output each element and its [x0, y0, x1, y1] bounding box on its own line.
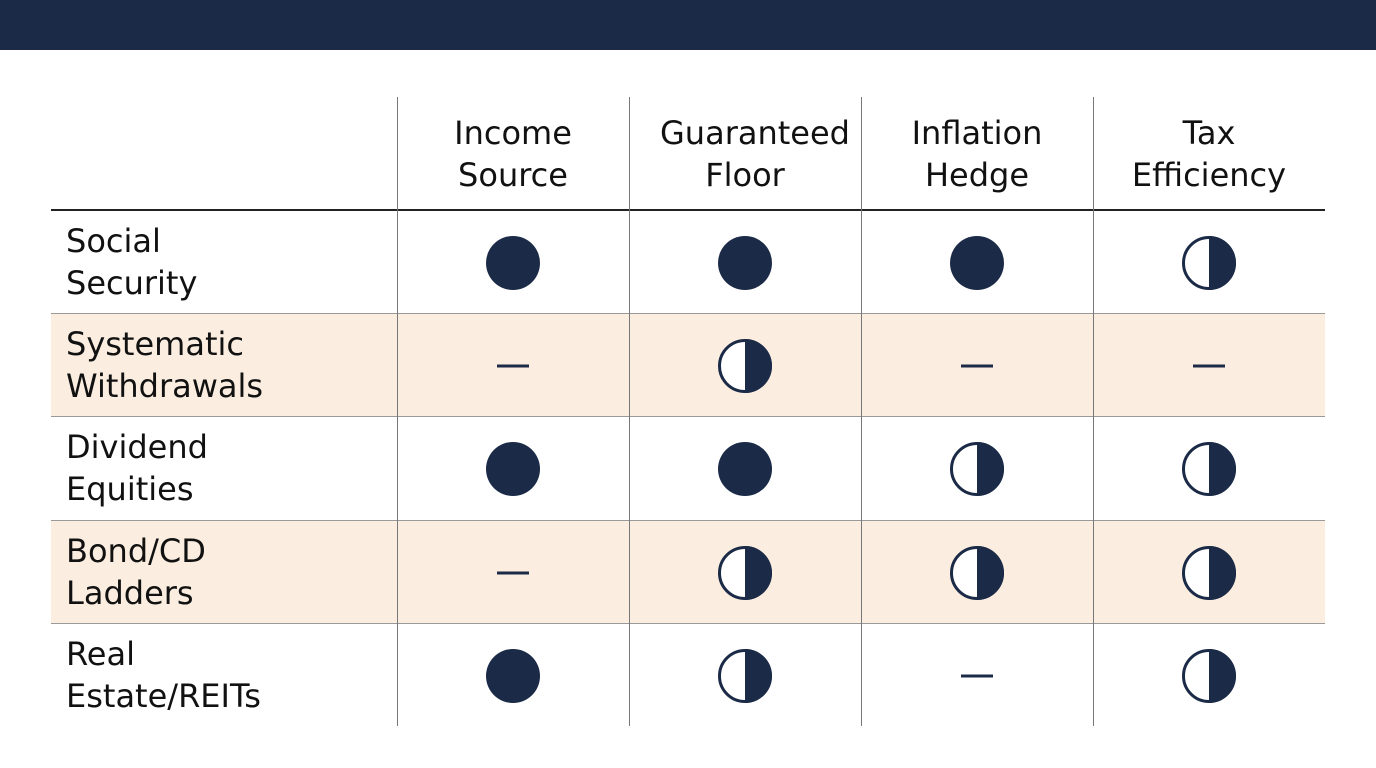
cell-text: Dividend Equities [66, 427, 208, 508]
cell-text: Guaranteed Floor [660, 113, 850, 194]
rating-symbol [1193, 364, 1225, 367]
cell-text: Tax Efficiency [1131, 113, 1287, 194]
header-bar [0, 0, 1376, 50]
rating-symbol [1182, 648, 1236, 703]
column-rule [629, 97, 630, 726]
cell-text: Real Estate/REITs [66, 634, 261, 715]
column-rule [397, 97, 398, 726]
rating-symbol [497, 364, 529, 367]
column-header: Income Source [397, 97, 629, 210]
column-rule [1093, 97, 1094, 726]
cell-text: Inflation Hedge [911, 113, 1043, 194]
column-header: Guaranteed Floor [629, 97, 861, 210]
rating-symbol [486, 441, 540, 496]
row-rule [51, 313, 1325, 314]
row-band [51, 313, 1325, 416]
cell-text: Income Source [454, 113, 572, 194]
row-rule [51, 416, 1325, 417]
rating-symbol [1182, 545, 1236, 600]
row-label: Bond/CD Ladders [66, 520, 316, 623]
rating-symbol [718, 441, 772, 496]
row-rule [51, 520, 1325, 521]
row-band [51, 520, 1325, 623]
rating-symbol [961, 364, 993, 367]
column-rule [861, 97, 862, 726]
header-rule [51, 209, 1325, 211]
cell-text: Social Security [66, 221, 198, 302]
rating-symbol [718, 648, 772, 703]
rating-symbol [950, 441, 1004, 496]
row-label: Dividend Equities [66, 416, 316, 519]
rating-symbol [1182, 441, 1236, 496]
rating-symbol [950, 545, 1004, 600]
row-label: Real Estate/REITs [66, 623, 316, 726]
row-label: Systematic Withdrawals [66, 313, 316, 416]
cell-text: Systematic Withdrawals [66, 324, 264, 405]
rating-symbol [718, 545, 772, 600]
rating-symbol [950, 235, 1004, 290]
rating-symbol [961, 674, 993, 677]
cell-text: Bond/CD Ladders [66, 531, 206, 612]
rating-symbol [486, 235, 540, 290]
rating-symbol [718, 338, 772, 393]
column-header: Tax Efficiency [1093, 97, 1325, 210]
rating-symbol [718, 235, 772, 290]
rating-symbol [486, 648, 540, 703]
rating-symbol [497, 571, 529, 574]
row-label: Social Security [66, 210, 316, 313]
row-rule [51, 623, 1325, 624]
column-header: Inflation Hedge [861, 97, 1093, 210]
rating-symbol [1182, 235, 1236, 290]
